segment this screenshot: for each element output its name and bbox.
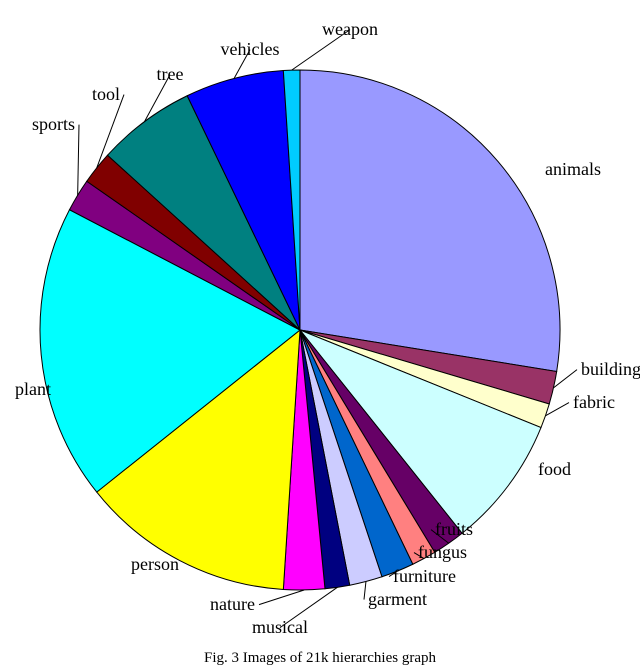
slice-label-garment: garment bbox=[368, 589, 427, 609]
pie-chart: animals building fabric food fruits fungus fur… bbox=[0, 0, 640, 665]
slice-label-tree: tree bbox=[157, 64, 184, 84]
slice-label-animals: animals bbox=[545, 159, 601, 179]
slice-label-fungus: fungus bbox=[418, 542, 467, 562]
slice-label-vehicles: vehicles bbox=[221, 39, 280, 59]
slice-label-sports: sports bbox=[32, 114, 75, 134]
slice-label-musical: musical bbox=[252, 617, 308, 637]
slice-label-fruits: fruits bbox=[435, 519, 473, 539]
slice-label-fabric: fabric bbox=[573, 392, 615, 412]
slice-label-weapon: weapon bbox=[322, 19, 378, 39]
slice-label-plant: plant bbox=[15, 379, 51, 399]
figure-caption: Fig. 3 Images of 21k hierarchies graph bbox=[204, 650, 437, 665]
slice-label-tool: tool bbox=[92, 84, 120, 104]
pie-chart-container: animals building fabric food fruits fungus fur… bbox=[0, 0, 640, 665]
slice-label-furniture: furniture bbox=[393, 566, 456, 586]
slice-label-building: building bbox=[581, 359, 640, 379]
slice-label-person: person bbox=[131, 554, 179, 574]
slice-label-nature: nature bbox=[210, 594, 255, 614]
slice-label-food: food bbox=[538, 459, 571, 479]
